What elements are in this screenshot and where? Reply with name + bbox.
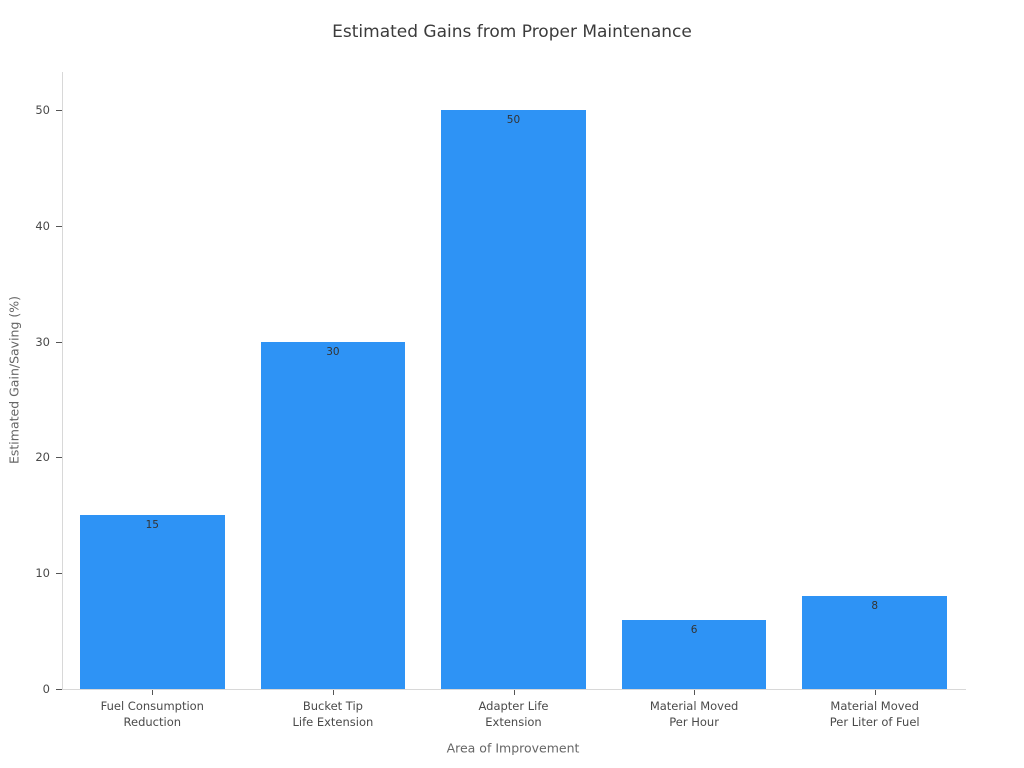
x-category-label: Adapter Life Extension — [478, 699, 549, 729]
bar-3: 6 — [621, 619, 767, 689]
y-tick-mark — [56, 341, 62, 343]
x-tick-mark — [513, 690, 515, 695]
bar-value-label: 30 — [326, 345, 340, 358]
bar-value-label: 15 — [145, 519, 159, 532]
x-tick-mark — [152, 690, 154, 695]
y-axis-title: Estimated Gain/Saving (%) — [6, 296, 22, 464]
plot-area — [62, 72, 966, 690]
x-category-label: Bucket Tip Life Extension — [292, 699, 374, 729]
y-tick-label: 0 — [42, 682, 50, 696]
y-tick-label: 50 — [35, 103, 50, 118]
y-tick-mark — [56, 689, 62, 690]
y-tick-label: 30 — [35, 334, 50, 349]
y-tick-mark — [56, 225, 62, 227]
x-tick-mark — [694, 690, 696, 695]
bar-1: 30 — [260, 341, 406, 689]
bar-4: 8 — [802, 596, 947, 689]
y-tick-label: 40 — [35, 218, 50, 233]
y-tick-label: 20 — [35, 450, 50, 465]
x-tick-mark — [874, 690, 876, 695]
bar-value-label: 6 — [690, 623, 698, 636]
y-tick-mark — [56, 573, 62, 575]
x-axis-title: Area of Improvement — [446, 740, 580, 756]
x-category-label: Material Moved Per Hour — [649, 699, 739, 729]
bar-value-label: 50 — [506, 114, 521, 127]
y-tick-label: 10 — [35, 566, 50, 581]
x-tick-mark — [332, 690, 334, 695]
chart-title: Estimated Gains from Proper Maintenance — [332, 22, 692, 42]
y-tick-mark — [56, 110, 62, 112]
bar-2: 50 — [441, 110, 586, 689]
x-category-label: Material Moved Per Liter of Fuel — [829, 699, 920, 729]
x-category-label: Fuel Consumption Reduction — [100, 699, 204, 729]
y-tick-mark — [56, 457, 62, 459]
bar-value-label: 8 — [871, 600, 879, 613]
bar-0: 15 — [80, 515, 225, 689]
